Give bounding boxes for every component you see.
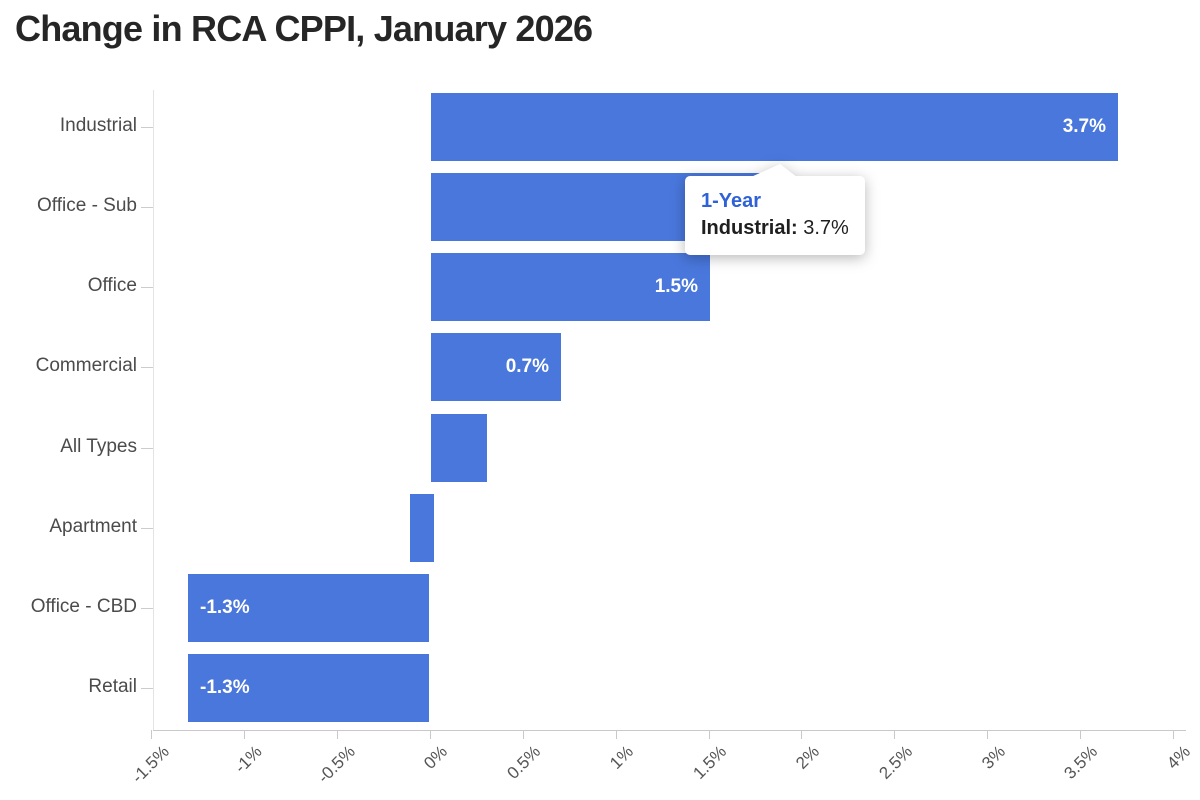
x-axis-tick-label: 3%: [977, 742, 1009, 773]
category-label-retail: Retail: [88, 676, 137, 698]
category-label-office-sub: Office - Sub: [37, 195, 137, 217]
y-axis-tick: [141, 207, 153, 208]
x-axis-tick-label: 1%: [606, 742, 638, 773]
x-axis-tick: [430, 730, 431, 739]
bar-office[interactable]: 1.5%: [431, 253, 710, 321]
x-axis-tick: [709, 730, 710, 739]
tooltip: 1-Year Industrial: 3.7%: [685, 164, 865, 255]
bar-all-types[interactable]: [431, 414, 487, 482]
bar-value-label: 3.7%: [1062, 116, 1106, 137]
y-axis-tick: [141, 367, 153, 368]
category-label-all-types: All Types: [60, 436, 137, 458]
x-axis-tick-label: -1%: [230, 742, 266, 777]
bar-value-label: 1.5%: [654, 276, 698, 297]
tooltip-arrow-icon: [751, 164, 797, 177]
tooltip-value: 3.7%: [803, 217, 849, 239]
bar-value-label: -1.3%: [200, 597, 250, 618]
x-axis-tick: [616, 730, 617, 739]
tooltip-detail-line: Industrial: 3.7%: [701, 215, 849, 242]
x-axis-tick: [244, 730, 245, 739]
x-axis-tick: [1080, 730, 1081, 739]
x-axis-tick: [801, 730, 802, 739]
bar-office-cbd[interactable]: -1.3%: [188, 574, 429, 642]
x-axis-tick: [894, 730, 895, 739]
x-axis-tick: [337, 730, 338, 739]
x-axis-tick: [987, 730, 988, 739]
y-axis-tick: [141, 287, 153, 288]
x-axis-tick-label: -0.5%: [313, 742, 359, 787]
y-axis-tick: [141, 608, 153, 609]
category-label-office-cbd: Office - CBD: [30, 596, 137, 618]
tooltip-category-label: Industrial:: [701, 217, 798, 239]
x-axis-tick-label: -1.5%: [128, 742, 173, 787]
tooltip-series-label: 1-Year: [701, 190, 762, 212]
x-axis-tick: [151, 730, 152, 739]
bar-apartment[interactable]: [410, 494, 434, 562]
y-axis-tick: [141, 528, 153, 529]
y-axis-tick: [141, 448, 153, 449]
x-axis-tick-label: 0.5%: [503, 742, 545, 783]
bar-industrial[interactable]: 3.7%: [431, 93, 1118, 161]
category-label-industrial: Industrial: [59, 115, 137, 137]
bar-value-label: -1.3%: [200, 677, 250, 698]
y-axis-tick: [141, 127, 153, 128]
tooltip-box: 1-Year Industrial: 3.7%: [685, 176, 865, 255]
x-axis-line: [153, 730, 1186, 731]
category-label-commercial: Commercial: [35, 355, 137, 377]
x-axis-tick-label: 3.5%: [1060, 742, 1102, 783]
x-axis-tick-label: 0%: [420, 742, 452, 773]
bar-value-label: 0.7%: [505, 356, 549, 377]
category-label-apartment: Apartment: [49, 516, 137, 538]
x-axis-tick-label: 2%: [792, 742, 823, 773]
bar-retail[interactable]: -1.3%: [188, 654, 429, 722]
bar-commercial[interactable]: 0.7%: [431, 333, 561, 401]
y-axis-tick: [141, 688, 153, 689]
chart-title: Change in RCA CPPI, January 2026: [15, 8, 593, 49]
x-axis-tick-label: 2.5%: [874, 742, 916, 783]
x-axis-tick-label: 1.5%: [689, 742, 731, 783]
x-axis-tick-label: 4%: [1163, 742, 1195, 773]
x-axis-tick: [1173, 730, 1174, 739]
y-axis-line: [153, 90, 154, 730]
x-axis-tick: [523, 730, 524, 739]
category-label-office: Office: [87, 275, 137, 297]
